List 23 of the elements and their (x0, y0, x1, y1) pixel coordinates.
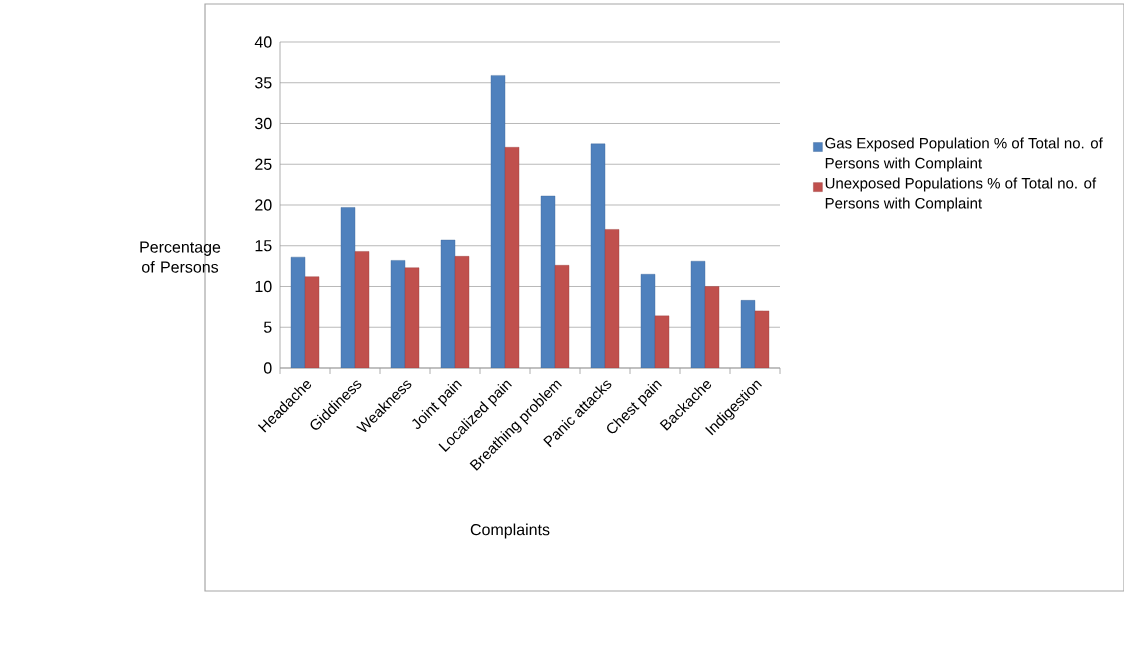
bar (304, 276, 320, 368)
y-tick-label: 15 (255, 240, 272, 252)
y-axis-title: Percentage of Persons (140, 241, 221, 273)
bar (554, 265, 570, 368)
bar (354, 251, 370, 368)
y-tick-label: 5 (263, 321, 272, 333)
bar (404, 267, 420, 368)
legend-label: Unexposed Populations % of Total no. of Persons with Complaint (825, 177, 1097, 212)
bar (454, 256, 470, 368)
bar (704, 286, 720, 368)
bar (504, 146, 520, 368)
y-tick-label: 20 (255, 199, 272, 211)
bar (604, 229, 620, 368)
y-tick-label: 30 (255, 117, 272, 130)
y-tick-label: 40 (254, 36, 272, 48)
y-tick-label: 0 (263, 362, 272, 374)
y-tick-label: 25 (255, 158, 272, 170)
bar (754, 310, 770, 368)
bar (654, 315, 670, 368)
x-axis-title: Complaints (470, 523, 550, 539)
y-tick-label: 35 (255, 77, 272, 89)
legend-label: Gas Exposed Population % of Total no. of Persons with Complaint (825, 137, 1103, 172)
y-tick-label: 10 (255, 280, 272, 293)
